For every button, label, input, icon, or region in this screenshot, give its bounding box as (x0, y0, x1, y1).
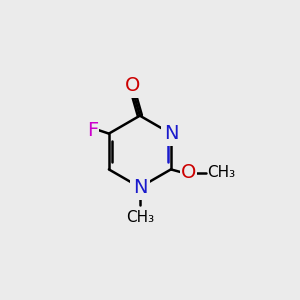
Text: N: N (164, 124, 178, 143)
Text: CH₃: CH₃ (207, 165, 235, 180)
Text: CH₃: CH₃ (126, 210, 154, 225)
Text: N: N (133, 178, 147, 197)
Text: F: F (87, 121, 98, 140)
Text: O: O (181, 164, 196, 182)
Text: O: O (125, 76, 141, 95)
